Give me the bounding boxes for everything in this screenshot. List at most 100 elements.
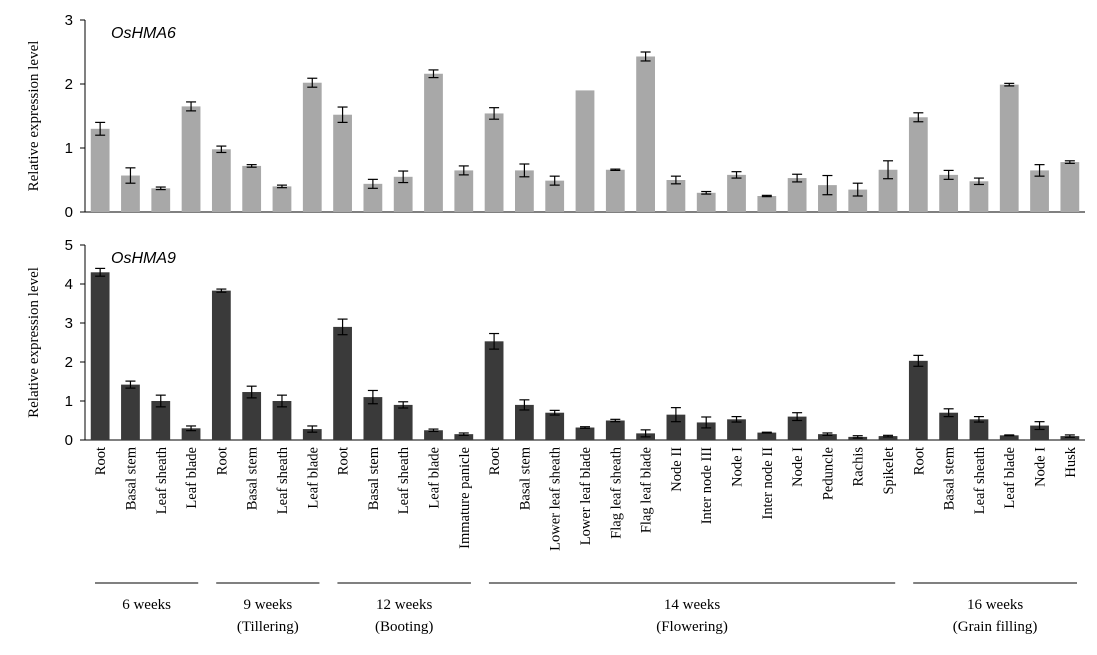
bar (272, 401, 292, 440)
bar (211, 290, 231, 440)
bar (939, 174, 959, 212)
y-tick-label: 1 (65, 140, 73, 157)
bar (908, 117, 928, 212)
bar (272, 186, 292, 212)
category-label: Root (214, 447, 230, 475)
category-label: Leaf sheath (275, 446, 291, 514)
error-bar (428, 69, 439, 79)
error-bar (246, 385, 257, 399)
category-label: Leaf blade (184, 447, 200, 509)
bar (151, 401, 171, 440)
category-label: Leaf sheath (154, 446, 170, 514)
bar (999, 435, 1019, 440)
y-axis-label: Relative expression level (26, 41, 42, 192)
error-bar (155, 186, 166, 191)
error-bar (913, 354, 924, 367)
bar (302, 429, 322, 440)
error-bar (973, 177, 984, 186)
error-bar (822, 174, 833, 196)
bar (787, 178, 807, 212)
bar (666, 414, 686, 440)
stage-label: 12 weeks (376, 597, 432, 613)
bar (878, 436, 898, 440)
error-bar (398, 170, 409, 184)
error-bar (549, 409, 560, 416)
y-tick-label: 3 (65, 12, 73, 29)
error-bar (458, 165, 469, 176)
bar (515, 404, 534, 440)
stage-sublabel: (Grain filling) (953, 619, 1038, 635)
bar (90, 128, 110, 212)
error-bar (216, 288, 227, 293)
bar (969, 419, 989, 440)
error-bar (125, 167, 136, 184)
error-bar (307, 425, 318, 433)
error-bar (549, 175, 560, 186)
error-bar (731, 416, 742, 423)
bar (939, 412, 959, 440)
error-bar (883, 160, 894, 180)
error-bar (943, 169, 954, 180)
bar (181, 428, 201, 440)
error-bar (973, 416, 984, 423)
bar (1060, 162, 1080, 212)
bar (575, 427, 595, 440)
error-bar (792, 173, 803, 183)
stage-sublabel: (Flowering) (656, 619, 728, 635)
y-tick-label: 0 (65, 204, 73, 221)
bar (454, 170, 474, 212)
category-label: Lower leaf sheath (548, 446, 564, 551)
y-tick-label: 5 (65, 237, 73, 254)
bar (727, 419, 746, 440)
bar (757, 196, 777, 212)
category-label: Rachis (851, 447, 867, 487)
bar (575, 90, 595, 212)
category-labels: Root Basal stem Leaf sheath Leaf blade Root B… (93, 446, 1079, 551)
panel-title: OsHMA6 (111, 25, 176, 42)
bar (363, 183, 383, 212)
category-label: Lower leaf blade (578, 447, 594, 545)
error-bar (731, 171, 742, 179)
stage-sublabel: (Booting) (375, 619, 433, 635)
bar (605, 169, 625, 212)
category-label: Root (911, 447, 927, 475)
bar (545, 180, 565, 212)
error-bar (125, 380, 136, 389)
error-bar (640, 429, 651, 438)
stage-label: 9 weeks (243, 597, 292, 613)
error-bar (307, 77, 318, 88)
error-bar (852, 182, 863, 197)
bar (393, 176, 413, 212)
bar (181, 106, 201, 212)
bar (484, 113, 504, 212)
error-bar (610, 168, 621, 171)
category-label: Leaf blade (305, 447, 321, 509)
error-bar (1034, 421, 1045, 431)
category-label: Immature panicle (457, 447, 473, 549)
category-label: Basal stem (123, 446, 139, 510)
error-bar (186, 425, 197, 432)
bar (363, 397, 383, 440)
error-bar (367, 389, 378, 405)
panel-bottom: 0 1 2 3 4 5 Relative expression level OsHMA9 (26, 237, 1085, 449)
error-bar (276, 394, 287, 408)
bar (211, 149, 231, 212)
error-bar (670, 407, 681, 423)
bar (908, 360, 928, 440)
category-label: Basal stem (517, 446, 533, 510)
error-bar (701, 416, 712, 429)
bar (121, 175, 140, 212)
error-bar (1034, 164, 1045, 177)
bar (757, 432, 777, 440)
category-label: Leaf sheath (972, 446, 988, 514)
category-label: Flag leaf blade (639, 447, 655, 533)
error-bar (458, 432, 469, 436)
y-tick-label: 3 (65, 315, 73, 332)
error-bar (792, 412, 803, 422)
error-bar (519, 399, 530, 411)
error-bar (1004, 434, 1015, 437)
category-label: Node I (730, 447, 746, 487)
category-label: Leaf blade (426, 447, 442, 509)
category-label: Basal stem (366, 446, 382, 510)
bar (424, 430, 443, 440)
